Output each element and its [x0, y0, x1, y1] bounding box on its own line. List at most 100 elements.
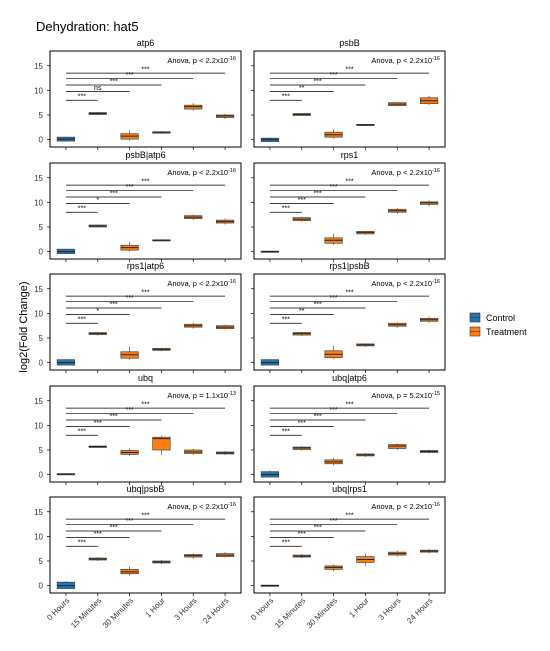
anova-annotation: Anova, p < 2.2x10-16	[371, 56, 440, 65]
y-tick-label: 15	[34, 62, 43, 71]
significance-label: ***	[282, 540, 290, 547]
panel-title: rps1	[341, 150, 359, 160]
anova-annotation: Anova, p < 2.2x10-16	[167, 279, 236, 288]
significance-label: ***	[78, 94, 86, 101]
anova-annotation: Anova, p < 2.2x10-16	[167, 56, 236, 65]
significance-label: ***	[329, 407, 337, 414]
y-tick-label: 10	[34, 421, 43, 430]
anova-annotation: Anova, p < 2.2x10-16	[167, 168, 236, 177]
significance-label: *	[96, 197, 99, 204]
significance-label: ***	[329, 518, 337, 525]
panel-border	[49, 50, 242, 148]
significance-label: ***	[298, 197, 306, 204]
significance-label: ***	[125, 184, 133, 191]
significance-label: ***	[110, 301, 118, 308]
y-tick-label: 0	[39, 136, 44, 145]
significance-label: ***	[141, 179, 149, 186]
significance-label: ***	[125, 518, 133, 525]
significance-label: ***	[329, 72, 337, 79]
significance-label: ***	[314, 301, 322, 308]
y-tick-label: 5	[39, 557, 44, 566]
legend-label-control: Control	[486, 313, 515, 323]
panel-border	[49, 385, 242, 483]
significance-label: **	[299, 85, 305, 92]
significance-label: ***	[110, 413, 118, 420]
significance-label: ***	[110, 524, 118, 531]
significance-label: ***	[282, 206, 290, 213]
legend-label-treatment: Treatment	[486, 327, 527, 337]
y-tick-label: 10	[34, 532, 43, 541]
legend: Control Treatment	[469, 312, 527, 337]
panel-7: ubq|atp6 Anova, p = 5.2x10-15 *** *** *** ***…	[251, 373, 446, 485]
significance-label: ***	[141, 290, 149, 297]
panel-0: atp6 0 5 10 15 Anova, p < 2.2x10-16 *** ns *** **…	[34, 38, 242, 150]
anova-annotation: Anova, p = 5.2x10-15	[371, 391, 440, 400]
significance-label: ***	[78, 429, 86, 436]
y-axis-label: log2(Fold Change)	[18, 281, 30, 372]
y-tick-label: 0	[39, 471, 44, 480]
panel-border	[253, 273, 446, 371]
panel-title: atp6	[137, 38, 155, 48]
significance-label: ***	[282, 317, 290, 324]
y-tick-label: 15	[34, 174, 43, 183]
significance-label: ***	[314, 524, 322, 531]
anova-annotation: Anova, p < 2.2x10-16	[371, 502, 440, 511]
significance-label: ***	[282, 94, 290, 101]
significance-label: *	[96, 308, 99, 315]
anova-annotation: Anova, p = 1.1x10-13	[167, 391, 236, 400]
significance-label: ***	[314, 78, 322, 85]
box	[152, 436, 171, 451]
significance-label: ***	[298, 420, 306, 427]
panel-title: ubq|rps1	[332, 484, 367, 494]
significance-label: ***	[78, 206, 86, 213]
y-tick-label: 10	[34, 309, 43, 318]
panel-border	[49, 496, 242, 594]
significance-label: ***	[314, 413, 322, 420]
significance-label: ***	[345, 402, 353, 409]
panel-border	[253, 50, 446, 148]
significance-label: ***	[345, 290, 353, 297]
panel-title: rps1|atp6	[127, 261, 164, 271]
panel-border	[49, 162, 242, 260]
anova-annotation: Anova, p < 2.2x10-16	[167, 502, 236, 511]
significance-label: ***	[110, 78, 118, 85]
panel-border	[253, 496, 446, 594]
significance-label: ***	[282, 429, 290, 436]
significance-label: ***	[298, 531, 306, 538]
significance-label: ***	[125, 407, 133, 414]
y-tick-label: 0	[39, 359, 44, 368]
significance-label: ***	[314, 190, 322, 197]
y-tick-label: 0	[39, 582, 44, 591]
anova-annotation: Anova, p < 2.2x10-16	[371, 168, 440, 177]
panel-6: ubq 0 5 10 15 Anova, p = 1.1x10-13 *** *** *** **…	[34, 373, 242, 485]
panel-3: rps1 Anova, p < 2.2x10-16 *** *** *** *** ***	[251, 150, 446, 262]
significance-label: ***	[345, 179, 353, 186]
significance-label: ***	[78, 317, 86, 324]
significance-label: ***	[125, 72, 133, 79]
y-tick-label: 10	[34, 86, 43, 95]
significance-label: ***	[94, 531, 102, 538]
y-tick-label: 5	[39, 223, 44, 232]
y-tick-label: 0	[39, 248, 44, 257]
significance-label: ***	[141, 402, 149, 409]
y-tick-label: 15	[34, 508, 43, 517]
y-tick-label: 15	[34, 285, 43, 294]
y-tick-label: 15	[34, 397, 43, 406]
significance-label: ***	[78, 540, 86, 547]
y-tick-label: 5	[39, 334, 44, 343]
significance-label: **	[299, 308, 305, 315]
significance-label: ***	[110, 190, 118, 197]
y-tick-label: 10	[34, 198, 43, 207]
panel-title: ubq|psbB	[127, 484, 165, 494]
panel-border	[253, 162, 446, 260]
significance-label: ***	[141, 513, 149, 520]
significance-label: ***	[345, 67, 353, 74]
significance-label: ***	[141, 67, 149, 74]
panel-title: ubq	[138, 373, 153, 383]
panel-border	[253, 385, 446, 483]
significance-label: ***	[94, 420, 102, 427]
